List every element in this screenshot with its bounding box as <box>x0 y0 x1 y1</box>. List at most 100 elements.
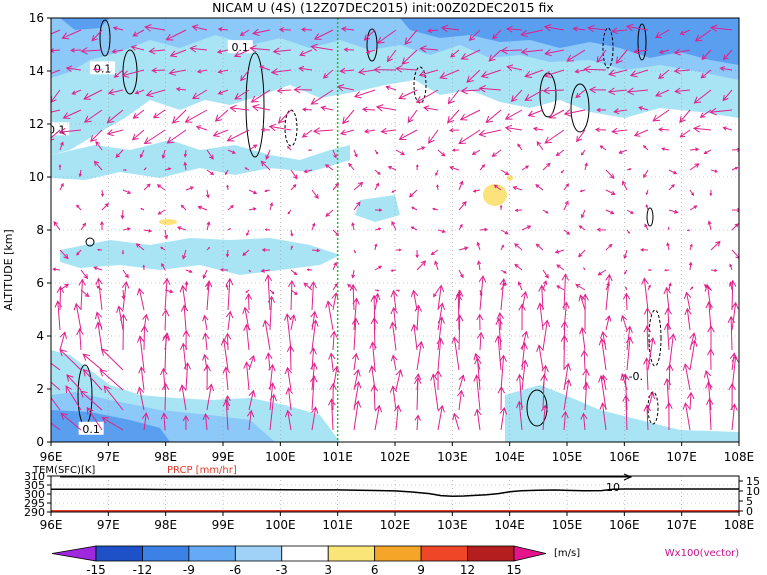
wind-vector-arrow <box>563 378 572 411</box>
wind-vector-arrow <box>532 126 544 132</box>
wind-vector-arrow <box>536 302 545 331</box>
wind-vector-arrow <box>121 280 130 311</box>
altitude-tick-label: 8 <box>36 223 44 237</box>
colorbar-box <box>95 545 143 562</box>
colorbar-tick-label: -12 <box>133 563 153 575</box>
wind-vector-arrow <box>59 182 64 191</box>
contour-loop <box>245 52 265 158</box>
colorbar-tick-label: 6 <box>371 563 379 575</box>
wind-vector-arrow <box>517 281 523 291</box>
wind-vector-arrow <box>510 89 523 103</box>
wind-vector-arrow <box>645 189 649 196</box>
longitude-tick-label: 103E <box>437 450 468 464</box>
wind-vector-arrow <box>491 149 502 158</box>
wind-vector-arrow <box>395 149 405 156</box>
wind-vector-arrow <box>135 243 145 251</box>
wind-vector-arrow <box>588 86 607 94</box>
wind-vector-arrow <box>217 89 229 95</box>
wind-vector-arrow <box>139 149 145 159</box>
wind-vector-arrow <box>191 24 208 31</box>
surface-longitude-tick-label: 96E <box>40 518 63 532</box>
wind-vector-arrow <box>374 265 382 271</box>
wind-vector-arrow <box>499 406 508 431</box>
wind-vector-arrow <box>542 162 551 171</box>
wind-vector-arrow <box>410 289 419 311</box>
wind-vector-arrow <box>706 397 714 431</box>
colorbar-over-triangle <box>513 545 547 562</box>
wind-vector-arrow <box>398 89 418 100</box>
wind-vector-arrow <box>679 109 691 123</box>
wind-vector-arrow <box>76 204 82 211</box>
wind-vector-arrow <box>285 387 293 411</box>
wind-vector-arrow <box>365 49 376 54</box>
surface-longitude-tick-label: 100E <box>265 518 296 532</box>
wind-vector-arrow <box>596 107 606 113</box>
surface-longitude-tick-label: 101E <box>322 518 353 532</box>
wind-vector-arrow <box>70 47 82 53</box>
wind-vector-arrow <box>179 384 187 411</box>
wind-vector-arrow <box>479 164 486 171</box>
wind-vector-arrow <box>624 269 628 275</box>
longitude-tick-label: 105E <box>552 450 583 464</box>
wind-vector-arrow <box>115 149 124 158</box>
wind-vector-arrow <box>493 184 502 191</box>
wind-vector-arrow <box>693 89 712 104</box>
wind-vector-arrow <box>596 227 607 232</box>
wind-vector-arrow <box>500 169 510 176</box>
wind-vector-arrow <box>196 69 208 74</box>
wind-vector-arrow <box>605 315 612 331</box>
wind-vector-arrow <box>342 109 355 125</box>
wind-vector-arrow <box>245 289 250 293</box>
contour-loop <box>85 237 95 247</box>
wind-vector-arrow <box>437 149 446 157</box>
colorbar-under-triangle <box>51 545 97 562</box>
annotation-arrowhead <box>623 473 633 481</box>
wind-vector-arrow <box>120 209 125 220</box>
wind-vector-arrow <box>248 144 258 151</box>
wind-vector-arrow <box>214 109 229 122</box>
wind-vector-arrow <box>259 65 271 71</box>
wind-vector-arrow <box>179 284 188 311</box>
wind-vector-arrow <box>189 45 208 53</box>
wind-vector-arrow <box>535 184 544 191</box>
wind-vector-arrow <box>240 69 250 82</box>
wind-vector-arrow <box>265 149 271 160</box>
wind-vector-arrow <box>563 109 586 117</box>
wind-vector-arrow <box>54 300 63 331</box>
wind-vector-arrow <box>329 382 337 411</box>
wind-vector-arrow <box>430 249 439 256</box>
wind-vector-arrow <box>504 109 523 120</box>
wind-vector-arrow <box>414 414 421 431</box>
wind-vector-arrow <box>560 169 565 174</box>
wind-vector-arrow <box>293 85 313 94</box>
light-blue-region-10km <box>355 195 400 222</box>
wind-vector-arrow <box>184 109 208 123</box>
wind-vector-arrow <box>520 29 544 38</box>
wind-vector-arrow <box>710 268 718 272</box>
wind-vector-arrow <box>204 279 213 311</box>
wind-vector-arrow <box>436 337 444 371</box>
wind-vector-arrow <box>538 284 546 311</box>
wind-vector-arrow <box>183 161 188 171</box>
wind-vector-arrow <box>301 107 313 112</box>
wind-vector-arrow <box>729 263 733 271</box>
wind-vector-arrow <box>260 268 271 273</box>
wind-vector-arrow <box>374 149 379 155</box>
wind-vector-arrow <box>310 375 318 411</box>
wind-vector-arrow <box>324 164 334 171</box>
wind-vector-arrow <box>543 24 565 32</box>
wind-vector-arrow <box>728 382 736 411</box>
surface-longitude-axis: 96E 97E 98E 99E 100E 101E 102E 103E 104E 105E 106E… <box>40 512 754 532</box>
wind-vector-arrow <box>458 180 464 191</box>
wind-vector-arrow <box>249 44 271 53</box>
wind-vector-arrow <box>516 373 524 411</box>
yellow-spot-west <box>159 219 177 225</box>
colorbar-ticks: -15 -12 -9 -6 -3 3 6 9 12 15 <box>86 563 521 575</box>
wind-vector-arrow <box>222 366 231 391</box>
wind-vector-arrow <box>268 123 292 132</box>
wind-vector-arrow <box>666 242 670 251</box>
wind-vector-arrow <box>476 260 482 271</box>
altitude-tick-label: 0 <box>36 435 44 449</box>
